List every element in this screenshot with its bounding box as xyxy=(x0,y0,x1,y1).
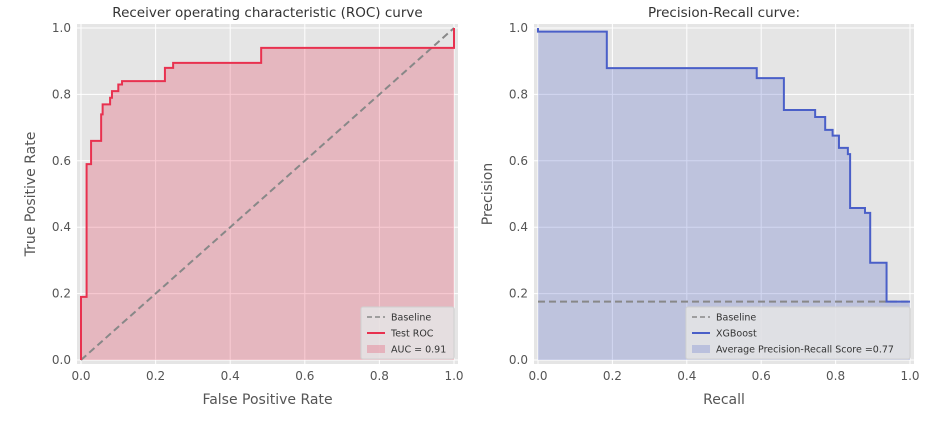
x-tick-label: 0.6 xyxy=(295,369,314,383)
y-tick-label: 0.4 xyxy=(52,220,71,234)
legend: Baseline XGBoost Average Precision-Recall … xyxy=(685,306,911,360)
legend-fill-swatch xyxy=(692,345,710,353)
legend-label-baseline: Baseline xyxy=(716,313,756,324)
x-tick-label: 0.0 xyxy=(528,369,547,383)
x-tick-label: 0.4 xyxy=(221,369,240,383)
y-axis-label: True Positive Rate xyxy=(23,132,39,258)
x-tick-label: 1.0 xyxy=(444,369,463,383)
curve-line xyxy=(80,28,455,360)
baseline-line xyxy=(80,27,455,361)
x-tick-label: 0.8 xyxy=(826,369,845,383)
x-tick-label: 0.2 xyxy=(603,369,622,383)
y-tick-label: 0.6 xyxy=(52,154,71,168)
y-tick-label: 0.2 xyxy=(52,287,71,301)
legend-fill-swatch xyxy=(367,345,385,353)
legend-label-curve: XGBoost xyxy=(716,329,757,340)
y-tick-label: 0.0 xyxy=(52,353,71,367)
x-tick-label: 0.8 xyxy=(370,369,389,383)
y-tick-label: 0.4 xyxy=(509,220,528,234)
y-tick-label: 0.8 xyxy=(509,87,528,101)
y-axis-label: Precision xyxy=(480,163,496,225)
x-axis-label: Recall xyxy=(703,392,745,408)
legend-label-fill: AUC = 0.91 xyxy=(391,345,446,356)
legend-label-baseline: Baseline xyxy=(391,313,431,324)
area-fill xyxy=(538,28,910,360)
legend-box xyxy=(685,306,911,360)
x-tick-label: 0.6 xyxy=(752,369,771,383)
legend: Baseline Test ROC AUC = 0.91 xyxy=(360,306,455,360)
legend-label-curve: Test ROC xyxy=(390,329,434,340)
y-tick-label: 1.0 xyxy=(52,21,71,35)
y-tick-label: 0.8 xyxy=(52,87,71,101)
legend-label-fill: Average Precision-Recall Score =0.77 xyxy=(716,345,894,356)
chart-title: Precision-Recall curve: xyxy=(648,5,800,21)
x-axis-label: False Positive Rate xyxy=(202,392,332,408)
y-tick-label: 0.6 xyxy=(509,154,528,168)
x-tick-label: 0.0 xyxy=(71,369,90,383)
x-tick-label: 1.0 xyxy=(900,369,919,383)
legend-box xyxy=(360,306,455,360)
chart-panel-2: 0.0 0.2 0.4 0.6 0.8 1.0 0.0 0.2 0.4 0.6 0.8 1.0 Prec… xyxy=(480,5,920,408)
y-tick-label: 0.2 xyxy=(509,287,528,301)
x-tick-label: 0.2 xyxy=(146,369,165,383)
x-tick-label: 0.4 xyxy=(677,369,696,383)
y-tick-label: 1.0 xyxy=(509,21,528,35)
chart-title: Receiver operating characteristic (ROC) … xyxy=(112,5,422,21)
y-tick-label: 0.0 xyxy=(509,353,528,367)
curve-line xyxy=(537,28,910,303)
chart-panel-1: 0.0 0.2 0.4 0.6 0.8 1.0 0.0 0.2 0.4 0.6 0.8 1.0 Rece… xyxy=(23,5,464,408)
